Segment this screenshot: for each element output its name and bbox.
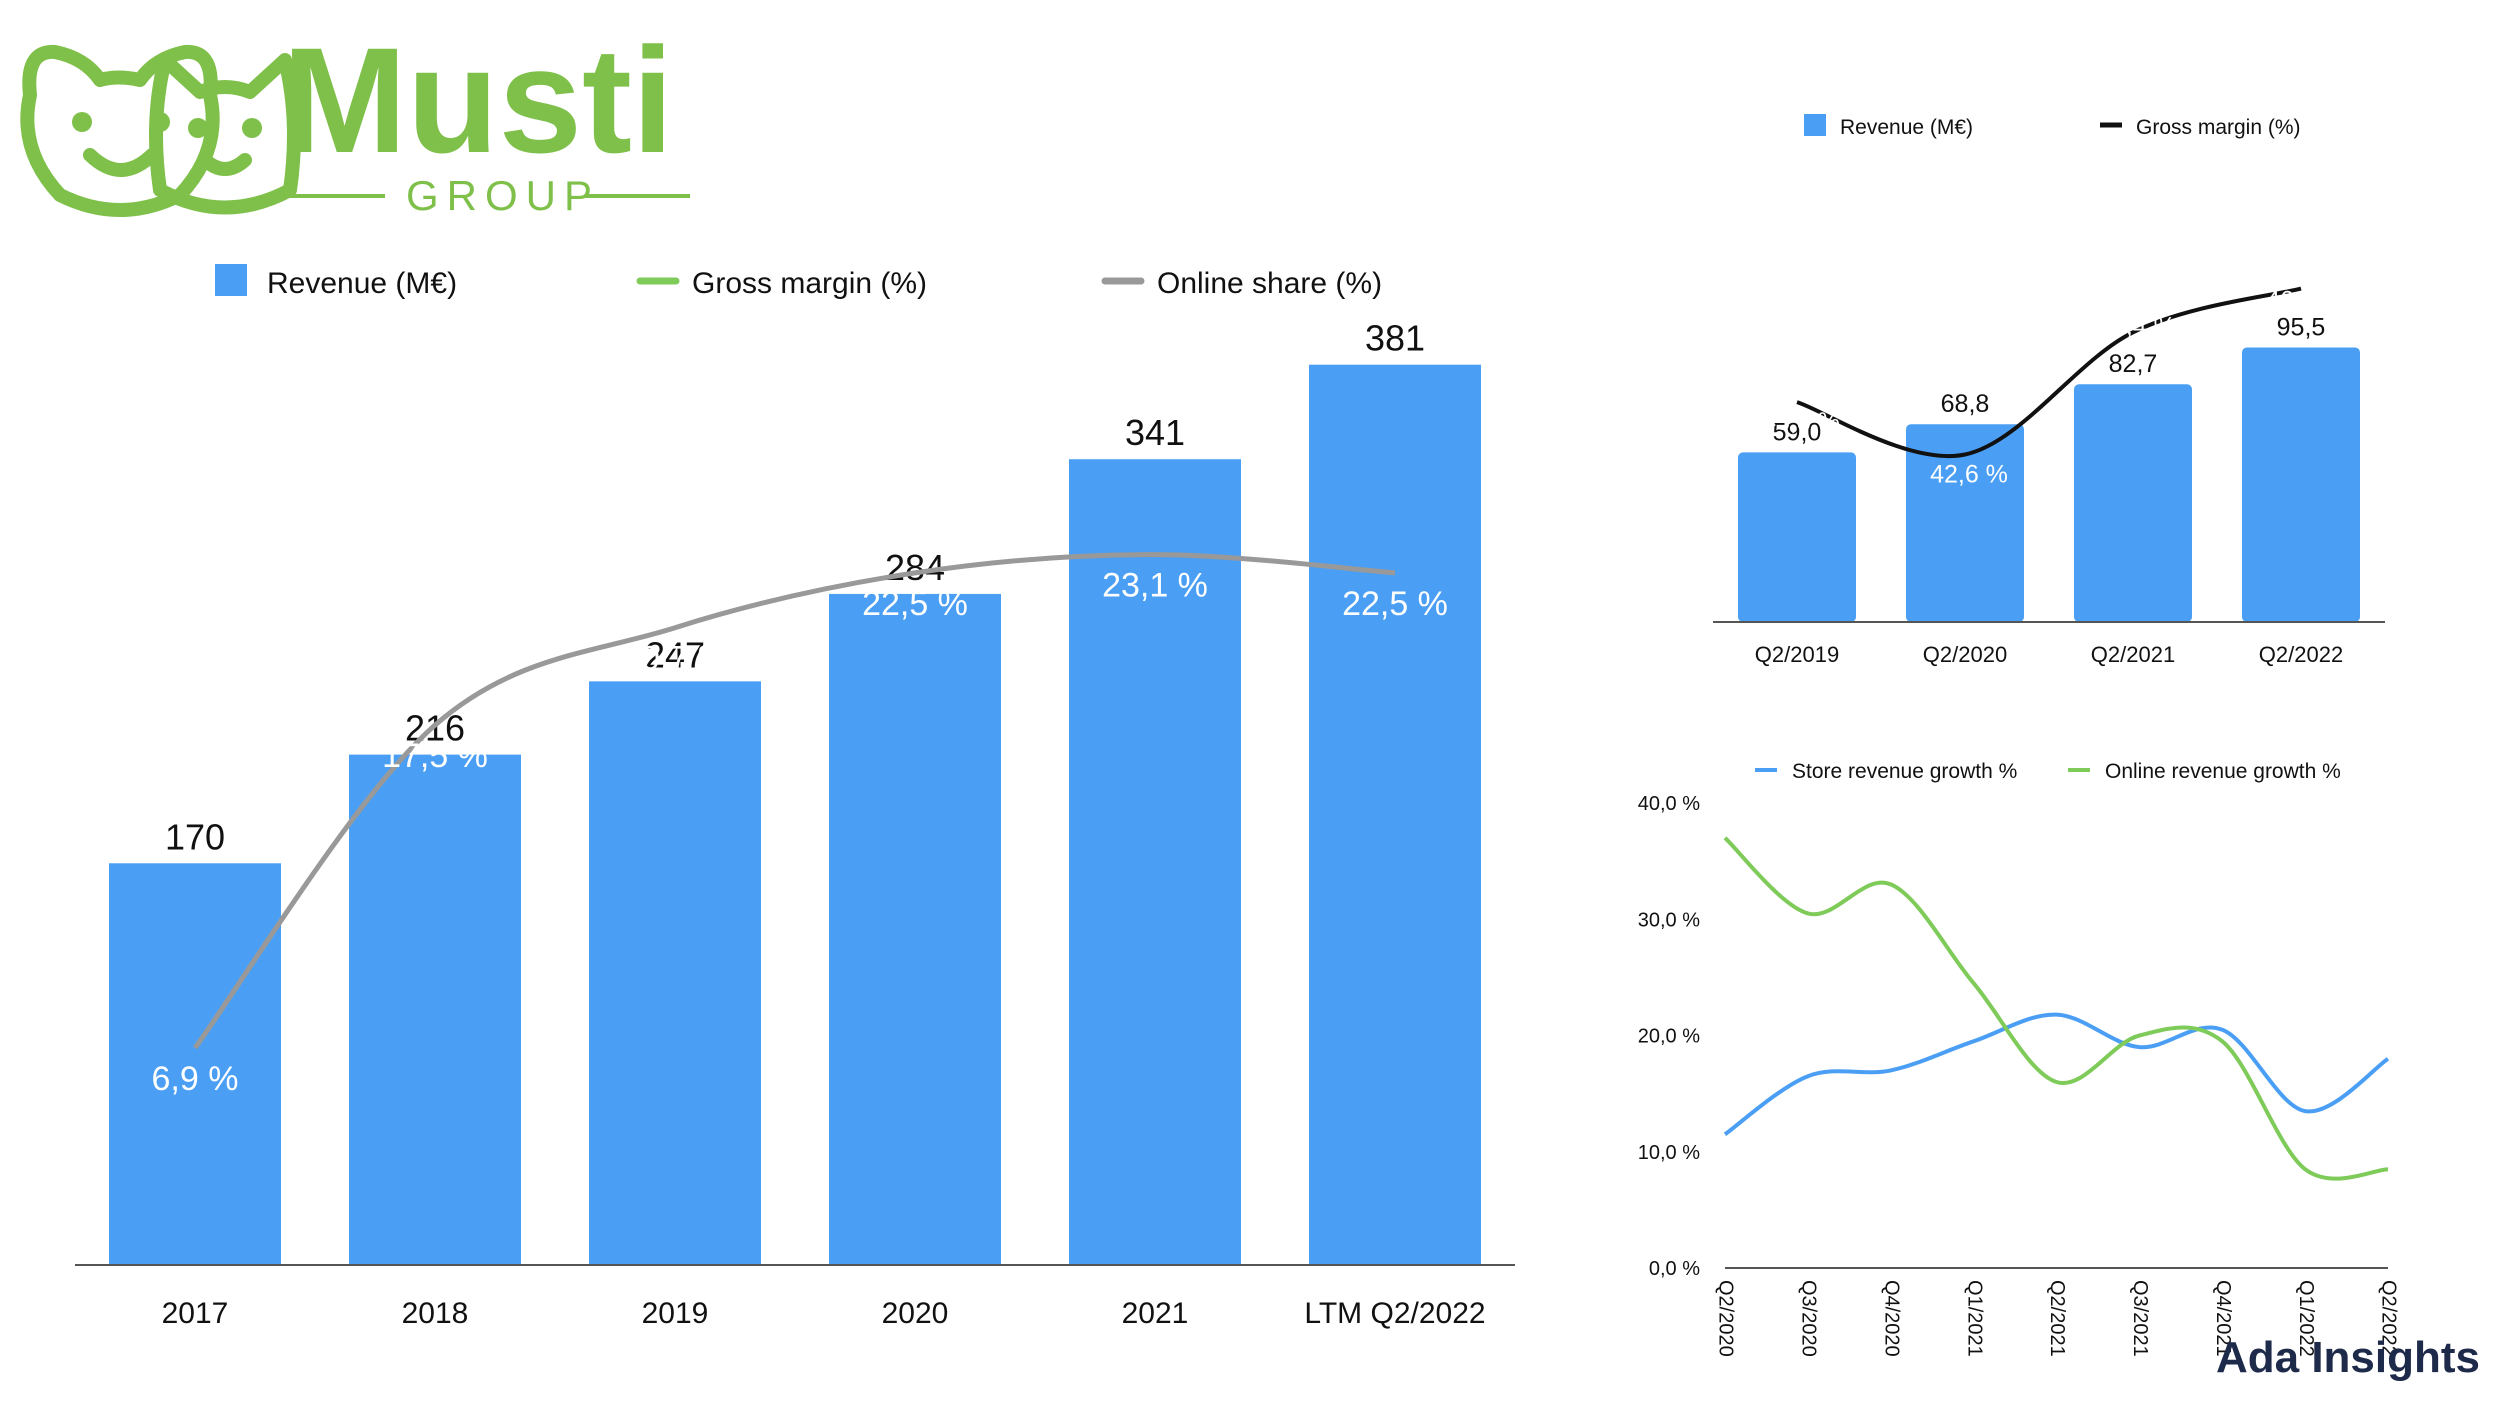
revenue-data-label: 82,7: [2109, 350, 2158, 378]
online-share-data-label: 22,5 %: [1342, 585, 1448, 623]
y-tick-label: 30,0 %: [1638, 909, 1700, 931]
cat-face-icon: [149, 53, 301, 215]
revenue-data-label: 59,0: [1773, 418, 1822, 446]
x-tick-label: 2021: [1122, 1297, 1189, 1330]
online-share-data-label: 17,5 %: [382, 737, 488, 775]
store-growth-line: [1723, 1012, 2390, 1136]
gross-margin-data-label: 46,4 %: [2266, 287, 2344, 315]
x-tick-label: LTM Q2/2022: [1304, 1297, 1485, 1330]
revenue-data-label: 95,5: [2277, 313, 2326, 341]
x-tick-label: Q4/2021: [2212, 1280, 2234, 1357]
annual-revenue-chart: Revenue (M€) Gross margin (%) Online share…: [75, 264, 1515, 1330]
x-tick-label: Q3/2020: [1798, 1280, 1820, 1357]
revenue-data-label: 341: [1125, 412, 1185, 453]
online-share-data-label: 6,9 %: [152, 1060, 239, 1098]
legend-label-revenue: Revenue (M€): [1840, 116, 1973, 139]
x-tick-label: Q4/2020: [1881, 1280, 1903, 1357]
x-tick-label: Q2/2022: [2378, 1280, 2400, 1357]
revenue-bar: [109, 863, 281, 1265]
online-growth-line: [1723, 836, 2389, 1181]
revenue-bar: [1309, 364, 1481, 1265]
revenue-data-label: 381: [1365, 318, 1425, 359]
x-tick-label: 2019: [642, 1297, 709, 1330]
gross-margin-data-label: 42,6 %: [1930, 461, 2008, 489]
x-tick-label: Q2/2021: [2091, 642, 2175, 667]
musti-logo: Musti GROUP: [20, 16, 690, 219]
y-tick-label: 40,0 %: [1638, 793, 1700, 815]
logo-wordmark: Musti: [282, 16, 674, 184]
online-share-data-label: 20,7 %: [622, 640, 728, 678]
revenue-data-label: 68,8: [1941, 390, 1990, 418]
x-tick-label: Q2/2019: [1755, 642, 1839, 667]
x-tick-label: Q2/2022: [2259, 642, 2343, 667]
online-share-data-label: 23,1 %: [1102, 567, 1208, 605]
x-tick-label: Q1/2021: [1963, 1280, 1985, 1357]
x-tick-label: 2018: [402, 1297, 469, 1330]
revenue-bar: [829, 593, 1001, 1265]
revenue-bar: [1069, 459, 1241, 1265]
legend-swatch-revenue: [215, 264, 247, 296]
x-tick-label: 2017: [162, 1297, 229, 1330]
revenue-bar: [2074, 384, 2192, 622]
online-share-line: [192, 552, 1396, 1050]
gross-margin-data-label: 43,8 %: [1762, 408, 1840, 436]
revenue-bar: [589, 681, 761, 1265]
legend-label-online-growth: Online revenue growth %: [2105, 760, 2341, 783]
x-tick-label: Q1/2022: [2295, 1280, 2317, 1357]
y-tick-label: 20,0 %: [1638, 1026, 1700, 1048]
ada-insights-watermark: Ada Insights: [2216, 1333, 2480, 1382]
gross-margin-data-label: 45,4 %: [2098, 312, 2176, 340]
x-tick-label: Q2/2021: [2046, 1280, 2068, 1357]
legend-label-store-growth: Store revenue growth %: [1792, 760, 2017, 783]
growth-chart: Store revenue growth % Online revenue gro…: [1638, 760, 2400, 1357]
revenue-data-label: 170: [165, 816, 225, 857]
revenue-data-label: 247: [645, 634, 705, 675]
revenue-data-label: 284: [885, 547, 945, 588]
revenue-bar: [349, 754, 521, 1265]
gross-margin-line: [1796, 286, 2302, 459]
revenue-bar: [1738, 452, 1856, 622]
y-tick-label: 0,0 %: [1649, 1258, 1700, 1280]
y-tick-label: 10,0 %: [1638, 1142, 1700, 1164]
x-tick-label: Q2/2020: [1923, 642, 2007, 667]
x-tick-label: Q3/2021: [2129, 1280, 2151, 1357]
legend-swatch-revenue: [1804, 114, 1826, 136]
legend-label-gross-margin: Gross margin (%): [2136, 116, 2301, 139]
logo-subtitle: GROUP: [406, 172, 600, 219]
legend-label-revenue: Revenue (M€): [267, 267, 457, 300]
revenue-bar: [2242, 347, 2360, 622]
revenue-bar: [1906, 424, 2024, 622]
legend-label-online-share: Online share (%): [1157, 267, 1382, 300]
x-tick-label: 2020: [882, 1297, 949, 1330]
quarterly-revenue-chart: Revenue (M€) Gross margin (%) 59,0 Q2/2019 6…: [1713, 114, 2385, 667]
legend-label-gross-margin: Gross margin (%): [692, 267, 927, 300]
online-share-data-label: 22,5 %: [862, 585, 968, 623]
x-tick-label: Q2/2020: [1715, 1280, 1737, 1357]
